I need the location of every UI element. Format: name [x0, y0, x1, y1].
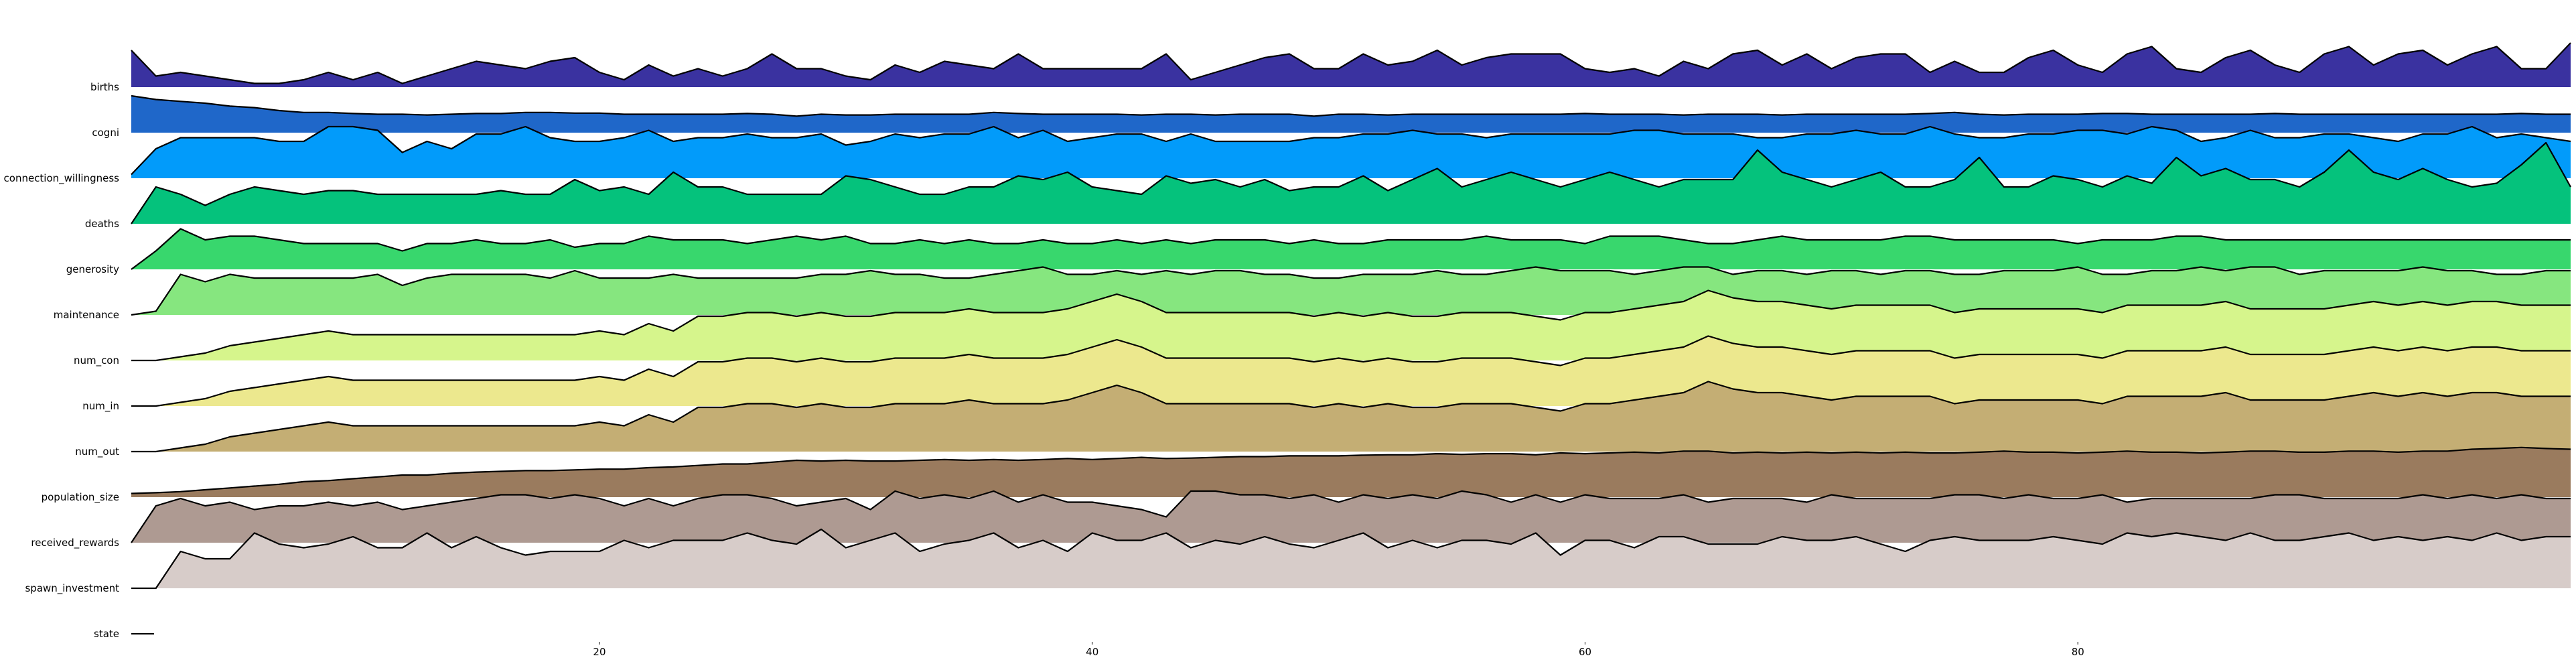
row-label-num-out: num_out [75, 446, 119, 458]
row-label-state: state [94, 628, 119, 640]
ridge-line-connection-willingness [131, 125, 2571, 176]
ridge-line-spawn-investment [131, 528, 2571, 590]
ridge-line-births [131, 42, 2571, 84]
x-tick-label-80: 80 [2072, 646, 2084, 658]
ridge-area-num-con [131, 290, 2571, 360]
row-label-num-in: num_in [82, 400, 119, 413]
row-label-spawn-investment: spawn_investment [25, 582, 119, 595]
row-label-births: births [90, 81, 119, 93]
ridge-line-generosity [131, 228, 2571, 270]
ridge-area-population-size [131, 447, 2571, 497]
x-tick-label-40: 40 [1086, 646, 1098, 658]
ridge-area-num-in [131, 336, 2571, 406]
ridge-area-births [131, 43, 2571, 87]
ridge-area-spawn-investment [131, 529, 2571, 588]
x-tick-label-20: 20 [593, 646, 605, 658]
row-label-generosity: generosity [66, 263, 119, 275]
ridge-line-received-rewards [131, 490, 2571, 543]
ridge-area-connection-willingness [131, 127, 2571, 178]
row-label-cogni: cogni [92, 127, 119, 139]
ridge-line-population-size [131, 446, 2571, 494]
ridge-line-num-con [131, 289, 2571, 362]
row-label-received-rewards: received_rewards [31, 537, 119, 549]
ridge-line-maintenance [131, 266, 2571, 316]
ridge-area-maintenance [131, 267, 2571, 315]
ridge-area-generosity [131, 228, 2571, 269]
row-label-num-con: num_con [74, 354, 119, 367]
row-label-maintenance: maintenance [54, 309, 119, 321]
ridge-line-deaths [131, 141, 2571, 224]
row-label-connection-willingness: connection_willingness [4, 172, 120, 185]
ridge-line-num-out [131, 381, 2571, 453]
x-tick-label-60: 60 [1579, 646, 1591, 658]
ridge-line-num-in [131, 335, 2571, 407]
ridge-area-num-out [131, 381, 2571, 452]
row-label-population-size: population_size [42, 491, 119, 504]
ridge-area-received-rewards [131, 491, 2571, 543]
ridge-line-cogni [131, 94, 2571, 117]
ridge-area-deaths [131, 143, 2571, 224]
row-label-deaths: deaths [85, 218, 119, 230]
x-axis: 20 40 60 80 [593, 642, 2084, 658]
ridges-group [131, 42, 2571, 634]
